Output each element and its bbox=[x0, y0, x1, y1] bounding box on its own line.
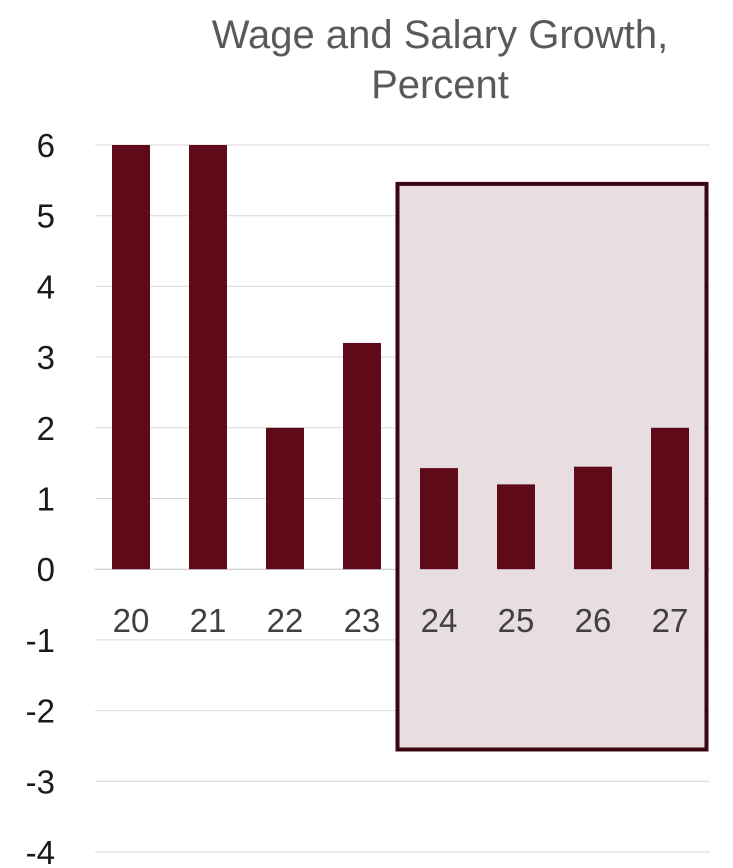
y-tick-label: -3 bbox=[26, 763, 55, 800]
bar bbox=[574, 466, 612, 570]
bar bbox=[343, 342, 381, 570]
bar bbox=[420, 468, 458, 570]
bar bbox=[651, 427, 689, 570]
y-tick-label: 2 bbox=[37, 410, 55, 447]
y-tick-label: -2 bbox=[26, 693, 55, 730]
y-tick-label: 6 bbox=[37, 127, 55, 164]
chart-title-line-1: Wage and Salary Growth, bbox=[211, 13, 669, 57]
chart-title-line-2: Percent bbox=[371, 63, 509, 107]
x-category-label: 22 bbox=[267, 602, 304, 639]
bar bbox=[112, 145, 150, 570]
y-tick-label: 3 bbox=[37, 339, 55, 376]
x-category-label: 25 bbox=[498, 602, 535, 639]
y-tick-label: 4 bbox=[37, 268, 55, 305]
chart-title: Wage and Salary Growth, Percent bbox=[160, 10, 720, 110]
y-tick-label: 5 bbox=[37, 198, 55, 235]
bar bbox=[189, 145, 227, 570]
x-category-label: 26 bbox=[575, 602, 612, 639]
x-category-label: 20 bbox=[113, 602, 150, 639]
bar bbox=[497, 484, 535, 570]
x-category-label: 23 bbox=[344, 602, 381, 639]
bar bbox=[266, 427, 304, 570]
y-tick-label: -1 bbox=[26, 622, 55, 659]
x-category-label: 27 bbox=[652, 602, 689, 639]
y-tick-label: 1 bbox=[37, 481, 55, 518]
y-tick-label: -4 bbox=[26, 834, 55, 868]
x-category-label: 21 bbox=[190, 602, 227, 639]
x-category-label: 24 bbox=[421, 602, 458, 639]
y-tick-label: 0 bbox=[37, 551, 55, 588]
